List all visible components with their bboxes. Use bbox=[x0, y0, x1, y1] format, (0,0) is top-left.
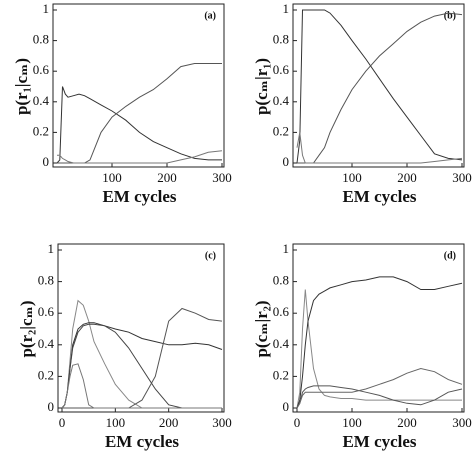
x-tick-label: 200 bbox=[159, 415, 179, 430]
y-tick-label: 0.6 bbox=[33, 62, 50, 77]
series-line bbox=[297, 12, 463, 164]
y-tick-label: 0 bbox=[283, 399, 290, 414]
y-tick-label: 0.4 bbox=[38, 336, 55, 351]
y-tick-label: 0.8 bbox=[33, 32, 49, 47]
y-tick-label: 0.2 bbox=[38, 367, 54, 382]
series-line bbox=[296, 385, 463, 409]
series-line bbox=[61, 323, 222, 409]
x-tick-label: 100 bbox=[342, 170, 362, 185]
series-line bbox=[296, 9, 463, 164]
x-tick-label: 300 bbox=[212, 170, 232, 185]
y-tick-label: 0 bbox=[48, 399, 55, 414]
x-tick-label: 300 bbox=[452, 170, 472, 185]
y-tick-label: 0.2 bbox=[273, 367, 289, 382]
y-tick-label: 0.8 bbox=[273, 32, 289, 47]
y-tick-label: 0.4 bbox=[273, 336, 290, 351]
y-axis-label: p(cₘ|r₁) bbox=[252, 58, 271, 115]
x-axis-label: EM cycles bbox=[342, 187, 416, 206]
series-line bbox=[296, 289, 462, 409]
y-tick-label: 0.4 bbox=[33, 93, 50, 108]
panel-label: (c) bbox=[205, 250, 216, 261]
x-tick-label: 100 bbox=[106, 415, 126, 430]
y-tick-label: 0.6 bbox=[273, 304, 290, 319]
x-axis-label: EM cycles bbox=[342, 432, 416, 451]
x-tick-label: 200 bbox=[397, 415, 417, 430]
y-tick-label: 0 bbox=[283, 154, 290, 169]
series-line bbox=[57, 63, 222, 164]
series-line bbox=[61, 363, 222, 409]
y-axis-label: p(r₂|cₘ) bbox=[17, 300, 36, 357]
x-tick-label: 100 bbox=[102, 170, 122, 185]
series-line bbox=[296, 132, 463, 164]
series-line bbox=[56, 86, 222, 164]
x-tick-label: 100 bbox=[342, 415, 362, 430]
x-axis-label: EM cycles bbox=[102, 187, 176, 206]
panel-label: (b) bbox=[444, 10, 456, 21]
x-tick-label: 200 bbox=[397, 170, 417, 185]
x-tick-label: 0 bbox=[59, 415, 66, 430]
panel-label: (d) bbox=[444, 250, 456, 261]
series-line bbox=[61, 322, 223, 409]
y-tick-label: 1 bbox=[283, 241, 290, 256]
plot-frame bbox=[57, 243, 225, 413]
x-tick-label: 0 bbox=[294, 415, 301, 430]
y-tick-label: 0.6 bbox=[273, 62, 290, 77]
x-tick-label: 200 bbox=[157, 170, 177, 185]
x-tick-label: 300 bbox=[452, 415, 472, 430]
y-tick-label: 0.2 bbox=[33, 123, 49, 138]
y-tick-label: 1 bbox=[48, 241, 55, 256]
plot-frame bbox=[292, 243, 465, 413]
y-axis-label: p(r₁|cₘ) bbox=[12, 58, 31, 115]
y-tick-label: 0.2 bbox=[273, 123, 289, 138]
y-tick-label: 0.4 bbox=[273, 93, 290, 108]
plot-frame bbox=[292, 3, 465, 168]
y-axis-label: p(cₘ|r₂) bbox=[252, 300, 271, 357]
y-tick-label: 1 bbox=[43, 1, 50, 16]
series-line bbox=[296, 367, 463, 409]
y-tick-label: 1 bbox=[283, 1, 290, 16]
x-tick-label: 300 bbox=[212, 415, 232, 430]
y-tick-label: 0 bbox=[43, 154, 50, 169]
series-line bbox=[57, 150, 223, 164]
plot-frame bbox=[52, 3, 225, 168]
y-tick-label: 0.8 bbox=[273, 273, 289, 288]
y-tick-label: 0.6 bbox=[38, 304, 55, 319]
series-line bbox=[296, 276, 463, 409]
panel-label: (a) bbox=[204, 10, 216, 21]
y-tick-label: 0.8 bbox=[38, 273, 54, 288]
x-axis-label: EM cycles bbox=[105, 432, 179, 451]
